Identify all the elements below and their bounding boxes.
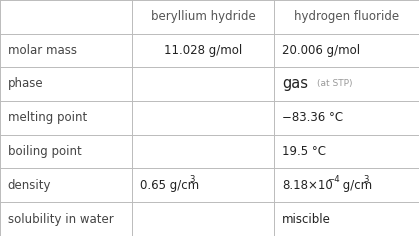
Text: −4: −4 <box>327 175 339 185</box>
Text: 3: 3 <box>189 175 194 185</box>
Text: (at STP): (at STP) <box>317 79 352 88</box>
Text: solubility in water: solubility in water <box>8 212 113 226</box>
Text: 19.5 °C: 19.5 °C <box>282 145 326 158</box>
Text: gas: gas <box>282 76 308 91</box>
Text: boiling point: boiling point <box>8 145 81 158</box>
Text: melting point: melting point <box>8 111 87 124</box>
Text: 3: 3 <box>364 175 369 185</box>
Text: phase: phase <box>8 77 43 90</box>
Text: density: density <box>8 179 51 192</box>
Text: miscible: miscible <box>282 212 331 226</box>
Text: molar mass: molar mass <box>8 44 77 57</box>
Text: 8.18×10: 8.18×10 <box>282 179 333 192</box>
Text: hydrogen fluoride: hydrogen fluoride <box>294 10 399 23</box>
Text: −83.36 °C: −83.36 °C <box>282 111 343 124</box>
Text: 0.65 g/cm: 0.65 g/cm <box>140 179 199 192</box>
Text: 20.006 g/mol: 20.006 g/mol <box>282 44 360 57</box>
Text: beryllium hydride: beryllium hydride <box>151 10 256 23</box>
Text: 11.028 g/mol: 11.028 g/mol <box>164 44 242 57</box>
Text: g/cm: g/cm <box>339 179 372 192</box>
